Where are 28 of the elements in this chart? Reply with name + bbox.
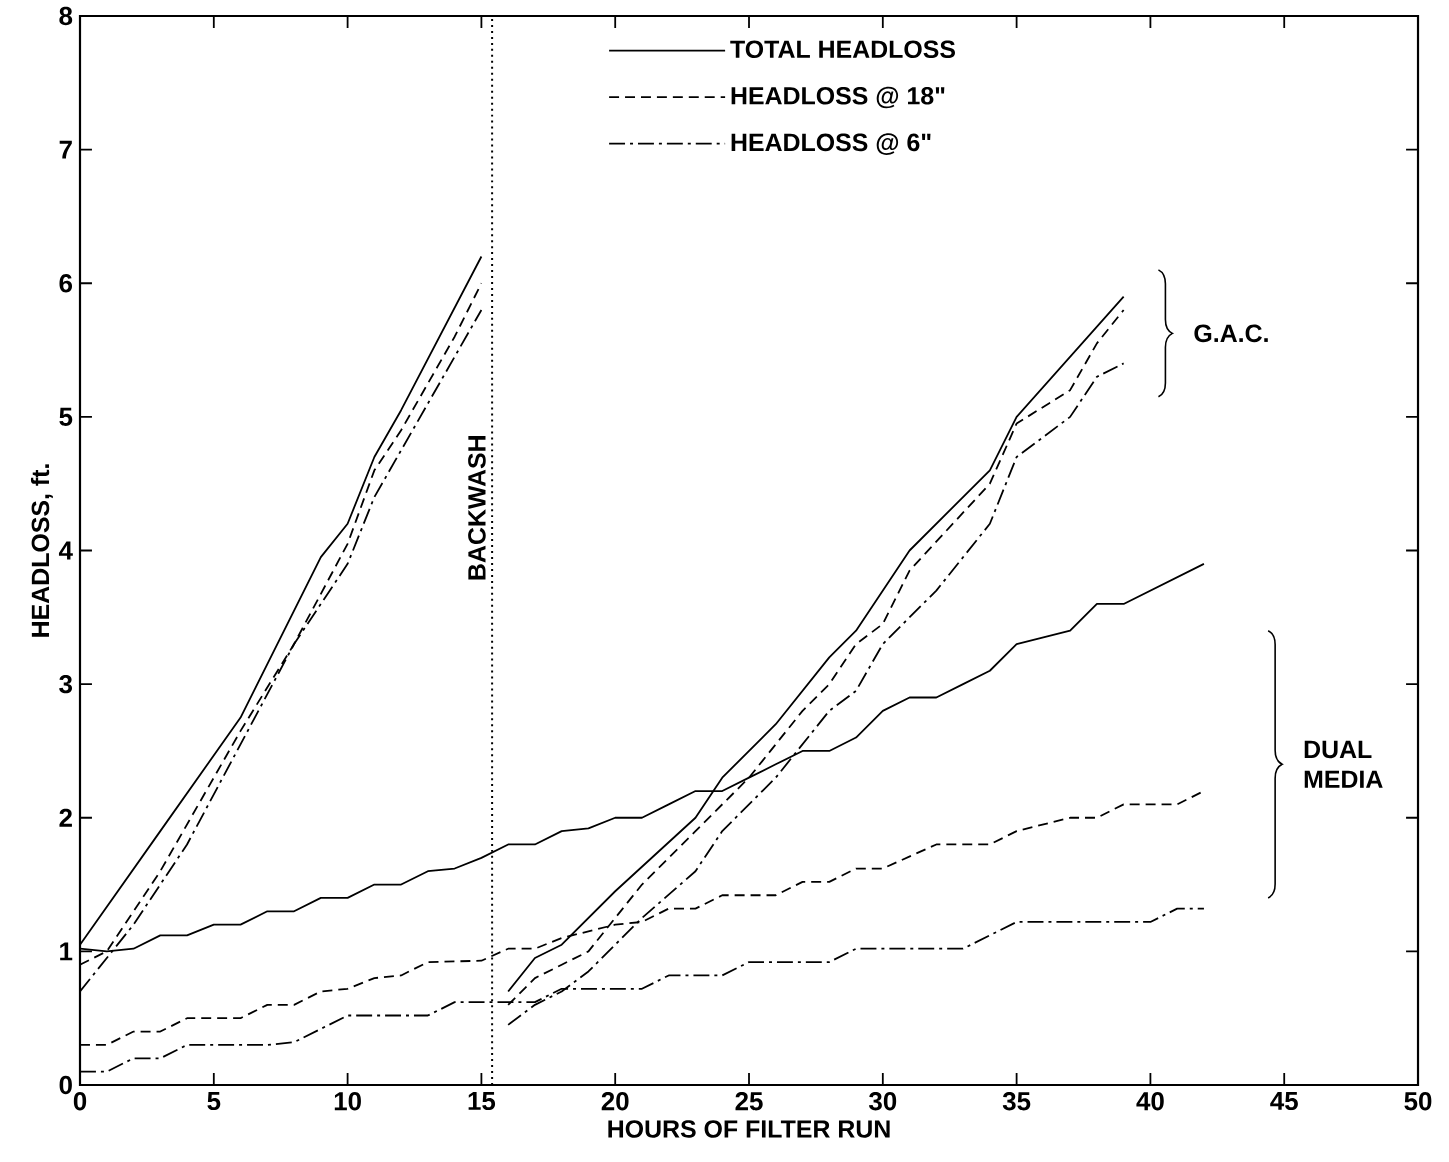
y-tick-label: 6 [59, 274, 73, 293]
y-tick-label: 0 [59, 1075, 72, 1095]
legend-label: HEADLOSS @ 18" [731, 86, 945, 109]
y-tick-label: 1 [60, 942, 73, 961]
legend-label: HEADLOSS @ 6" [731, 133, 931, 155]
y-tick-label: 8 [59, 6, 73, 26]
y-tick-label: 4 [58, 541, 73, 560]
x-axis-title: HOURS OF FILTER RUN [608, 1120, 890, 1138]
x-tick-label: 40 [1136, 1092, 1164, 1111]
x-tick-label: 10 [334, 1092, 361, 1111]
x-tick-label: 35 [1002, 1092, 1031, 1111]
x-tick-label: 45 [1270, 1092, 1298, 1111]
y-tick-label: 7 [59, 140, 72, 159]
annotation: G.A.C. [1194, 324, 1268, 343]
y-axis-title: HEADLOSS, ft. [30, 464, 53, 637]
x-tick-label: 20 [601, 1092, 629, 1111]
legend-label: TOTAL HEADLOSS [730, 40, 955, 59]
x-tick-label: 30 [869, 1092, 897, 1111]
x-tick-label: 5 [207, 1092, 221, 1111]
x-tick-label: 25 [735, 1092, 763, 1111]
ref-line-label: BACKWASH [468, 436, 486, 580]
x-tick-label: 15 [468, 1092, 496, 1111]
y-tick-label: 5 [59, 407, 73, 426]
annotation: DUAL MEDIA [1304, 740, 1383, 788]
y-tick-label: 2 [59, 808, 72, 827]
y-tick-label: 3 [59, 674, 73, 694]
x-tick-label: 50 [1404, 1092, 1432, 1111]
x-tick-label: 0 [73, 1092, 87, 1111]
